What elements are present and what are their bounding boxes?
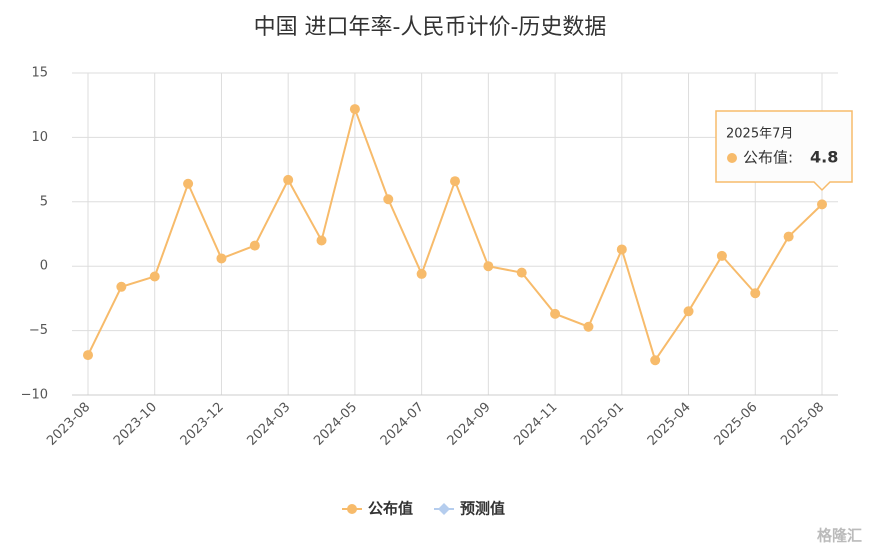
x-tick-label: 2023-12 [178,400,227,449]
point [716,250,727,261]
x-tick-label: 2024-07 [378,400,427,449]
tooltip-box [715,110,853,192]
point [249,240,260,251]
point [349,104,360,115]
y-tick-label: 10 [31,130,48,145]
point [83,350,93,361]
tooltip-marker [727,153,737,163]
legend-label: 预测值 [460,500,505,518]
legend-marker [438,503,450,515]
legend-marker [347,504,357,514]
y-tick-label: −10 [21,388,48,403]
y-tick-label: 5 [40,194,48,209]
x-tick-label: 2025-04 [645,400,694,449]
point [750,288,761,299]
x-tick-label: 2023-08 [44,400,93,449]
tooltip-date: 2025年7月 [726,127,793,142]
y-tick-label: −5 [29,323,48,338]
point [316,235,327,246]
watermark: 格隆汇 [817,527,862,545]
point [416,268,427,279]
point [283,174,294,185]
point [817,199,827,210]
point [783,231,794,242]
legend-label: 公布值 [368,500,413,518]
point [483,261,494,272]
tooltip-series: 公布值: [743,149,793,167]
point [650,355,661,366]
chart-title: 中国 进口年率-人民币计价-历史数据 [254,15,607,40]
point [183,178,194,189]
point [616,244,627,255]
point [383,194,394,205]
y-tick-label: 0 [40,259,48,274]
point [583,321,594,332]
point [216,253,227,264]
x-tick-label: 2025-01 [578,400,627,449]
point [516,267,527,278]
point [149,271,160,282]
x-tick-label: 2023-10 [111,400,160,449]
point [683,306,694,317]
line [87,105,823,363]
point [550,308,561,319]
x-tick-label: 2024-09 [445,400,494,449]
point [450,176,460,187]
x-tick-label: 2025-06 [712,400,761,449]
point [116,281,127,292]
x-tick-label: 2024-05 [311,400,360,449]
x-tick-label: 2024-03 [244,400,293,449]
x-tick-label: 2024-11 [511,400,560,449]
x-tick-label: 2025-08 [778,400,827,449]
tooltip-value: 4.8 [810,148,838,167]
y-tick-label: 15 [31,66,48,81]
